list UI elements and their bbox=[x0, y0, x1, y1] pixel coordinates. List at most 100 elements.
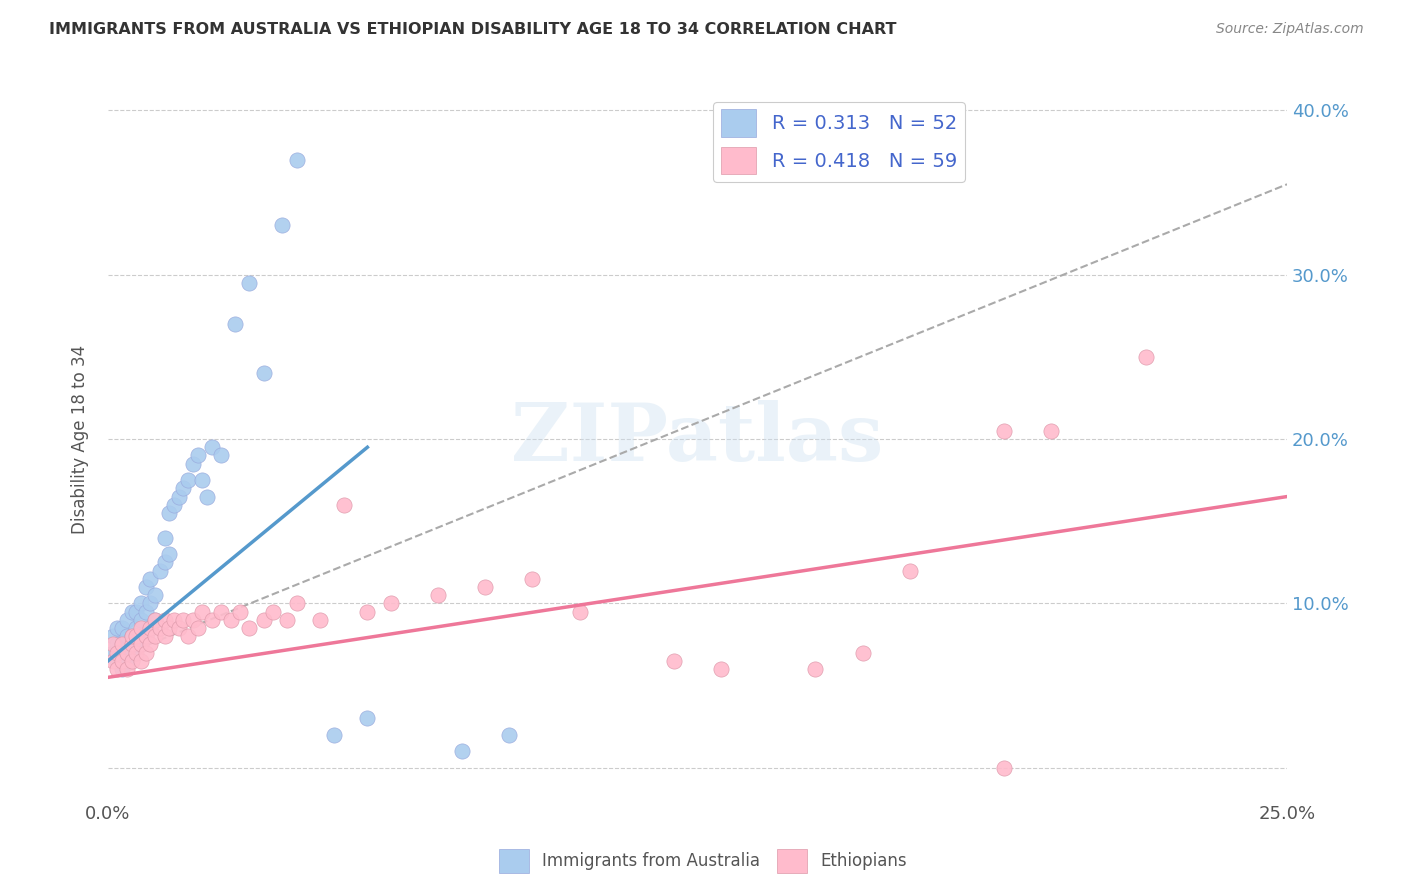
Point bbox=[125, 629, 148, 643]
Point bbox=[253, 366, 276, 380]
Point bbox=[309, 613, 332, 627]
Point bbox=[139, 638, 162, 652]
Point bbox=[450, 744, 472, 758]
Point bbox=[285, 596, 308, 610]
Point bbox=[177, 473, 200, 487]
Point bbox=[181, 457, 204, 471]
Point bbox=[115, 654, 138, 668]
Point bbox=[115, 646, 138, 660]
Point bbox=[129, 638, 152, 652]
Point bbox=[143, 588, 166, 602]
Text: IMMIGRANTS FROM AUSTRALIA VS ETHIOPIAN DISABILITY AGE 18 TO 34 CORRELATION CHART: IMMIGRANTS FROM AUSTRALIA VS ETHIOPIAN D… bbox=[49, 22, 897, 37]
Point bbox=[121, 638, 143, 652]
Point bbox=[143, 629, 166, 643]
Point bbox=[163, 498, 186, 512]
Point bbox=[139, 596, 162, 610]
Point bbox=[107, 662, 129, 676]
Legend: Immigrants from Australia, Ethiopians: Immigrants from Australia, Ethiopians bbox=[492, 842, 914, 880]
Point bbox=[121, 654, 143, 668]
Point bbox=[129, 613, 152, 627]
Point bbox=[191, 473, 214, 487]
Point bbox=[111, 662, 134, 676]
Point bbox=[121, 629, 143, 643]
Point bbox=[143, 613, 166, 627]
Point bbox=[993, 424, 1015, 438]
Point bbox=[107, 621, 129, 635]
Point bbox=[125, 646, 148, 660]
Point bbox=[1040, 424, 1063, 438]
Point bbox=[153, 613, 176, 627]
Point bbox=[224, 317, 246, 331]
Y-axis label: Disability Age 18 to 34: Disability Age 18 to 34 bbox=[72, 344, 89, 533]
Point bbox=[238, 621, 260, 635]
Point bbox=[125, 638, 148, 652]
Point bbox=[898, 564, 921, 578]
Point bbox=[149, 564, 172, 578]
Point bbox=[163, 613, 186, 627]
Point bbox=[125, 621, 148, 635]
Point bbox=[167, 490, 190, 504]
Point bbox=[172, 481, 194, 495]
Point bbox=[710, 662, 733, 676]
Point bbox=[276, 613, 298, 627]
Point bbox=[135, 629, 157, 643]
Point bbox=[129, 621, 152, 635]
Point bbox=[498, 728, 520, 742]
Point bbox=[157, 621, 180, 635]
Point bbox=[380, 596, 402, 610]
Point bbox=[139, 621, 162, 635]
Point bbox=[172, 613, 194, 627]
Point bbox=[135, 629, 157, 643]
Point bbox=[201, 613, 224, 627]
Point bbox=[101, 646, 124, 660]
Point bbox=[153, 531, 176, 545]
Point bbox=[157, 506, 180, 520]
Point bbox=[427, 588, 450, 602]
Point bbox=[852, 646, 875, 660]
Point bbox=[219, 613, 242, 627]
Point bbox=[333, 498, 356, 512]
Point bbox=[167, 621, 190, 635]
Point bbox=[149, 621, 172, 635]
Point bbox=[129, 596, 152, 610]
Point bbox=[323, 728, 346, 742]
Point bbox=[1135, 350, 1157, 364]
Point bbox=[135, 580, 157, 594]
Point bbox=[135, 646, 157, 660]
Point bbox=[187, 449, 209, 463]
Point bbox=[153, 555, 176, 569]
Point bbox=[474, 580, 496, 594]
Point bbox=[229, 605, 252, 619]
Point bbox=[177, 629, 200, 643]
Point bbox=[804, 662, 827, 676]
Point bbox=[191, 605, 214, 619]
Point bbox=[107, 638, 129, 652]
Point bbox=[209, 605, 232, 619]
Point bbox=[107, 646, 129, 660]
Point bbox=[121, 646, 143, 660]
Point bbox=[139, 572, 162, 586]
Point bbox=[135, 605, 157, 619]
Point bbox=[143, 613, 166, 627]
Point bbox=[201, 440, 224, 454]
Point bbox=[238, 276, 260, 290]
Point bbox=[993, 761, 1015, 775]
Point bbox=[209, 449, 232, 463]
Point bbox=[121, 605, 143, 619]
Point bbox=[111, 621, 134, 635]
Text: ZIPatlas: ZIPatlas bbox=[512, 400, 883, 478]
Text: Source: ZipAtlas.com: Source: ZipAtlas.com bbox=[1216, 22, 1364, 37]
Point bbox=[262, 605, 284, 619]
Point bbox=[101, 654, 124, 668]
Point bbox=[568, 605, 591, 619]
Point bbox=[115, 629, 138, 643]
Point bbox=[121, 629, 143, 643]
Point bbox=[522, 572, 544, 586]
Point bbox=[187, 621, 209, 635]
Point bbox=[129, 654, 152, 668]
Point bbox=[115, 662, 138, 676]
Point bbox=[181, 613, 204, 627]
Point bbox=[107, 654, 129, 668]
Point bbox=[195, 490, 218, 504]
Point bbox=[157, 547, 180, 561]
